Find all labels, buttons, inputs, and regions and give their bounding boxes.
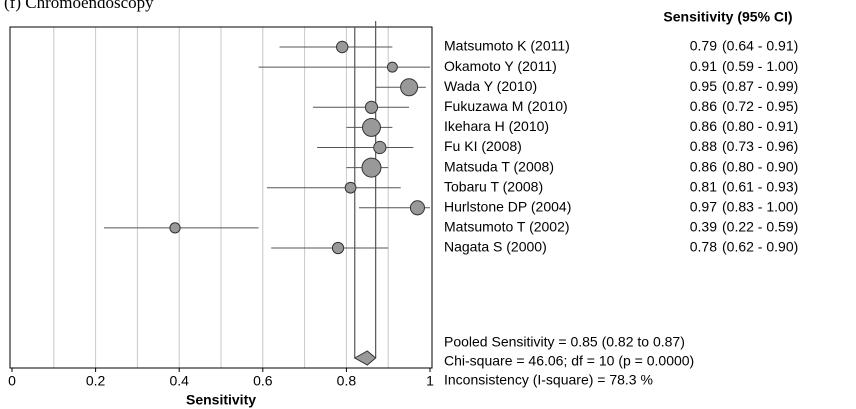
sensitivity-label: 0.79 xyxy=(690,38,717,54)
sensitivity-label: 0.97 xyxy=(690,199,717,215)
study-label: Fukuzawa M (2010) xyxy=(444,98,568,114)
ci-label: (0.83 - 1.00) xyxy=(722,199,798,215)
sensitivity-label: 0.39 xyxy=(690,219,717,235)
study-label: Matsumoto T (2002) xyxy=(444,219,570,235)
stat-text: Chi-square = 46.06; df = 10 (p = 0.0000) xyxy=(444,353,694,369)
x-tick-label: 1 xyxy=(426,373,434,389)
sensitivity-label: 0.88 xyxy=(690,138,717,154)
sensitivity-label: 0.78 xyxy=(690,239,717,255)
stat-text: Pooled Sensitivity = 0.85 (0.82 to 0.87) xyxy=(444,334,685,350)
sensitivity-label: 0.86 xyxy=(690,158,717,174)
x-tick-label: 0.4 xyxy=(169,373,189,389)
stat-text: Inconsistency (I-square) = 78.3 % xyxy=(444,372,653,388)
ci-label: (0.80 - 0.90) xyxy=(722,158,798,174)
ci-label: (0.61 - 0.93) xyxy=(722,178,798,194)
ci-label: (0.73 - 0.96) xyxy=(722,138,798,154)
study-label: Hurlstone DP (2004) xyxy=(444,199,571,215)
ci-label: (0.80 - 0.91) xyxy=(722,118,798,134)
column-header: Sensitivity (95% CI) xyxy=(663,9,792,25)
study-label: Ikehara H (2010) xyxy=(444,118,549,134)
x-tick-label: 0 xyxy=(8,373,16,389)
sensitivity-label: 0.86 xyxy=(690,118,717,134)
ci-label: (0.72 - 0.95) xyxy=(722,98,798,114)
point-estimate xyxy=(362,117,381,137)
plot-frame xyxy=(9,26,433,369)
ci-label: (0.59 - 1.00) xyxy=(722,58,798,74)
point-estimate xyxy=(364,100,379,114)
point-estimate xyxy=(335,40,349,54)
point-estimate xyxy=(409,200,425,216)
x-tick-label: 0.8 xyxy=(337,373,357,389)
point-estimate xyxy=(344,181,357,194)
point-estimate xyxy=(386,61,398,73)
study-label: Matsumoto K (2011) xyxy=(444,38,570,54)
study-label: Tobaru T (2008) xyxy=(444,178,543,194)
ci-label: (0.64 - 0.91) xyxy=(722,38,798,54)
point-estimate xyxy=(400,78,419,97)
point-estimate xyxy=(373,140,387,155)
ci-label: (0.62 - 0.90) xyxy=(722,239,798,255)
study-label: Nagata S (2000) xyxy=(444,239,547,255)
point-estimate xyxy=(331,241,345,255)
point-estimate xyxy=(169,222,181,234)
chart-title: (f) Chromoendoscopy xyxy=(4,0,154,12)
ci-label: (0.22 - 0.59) xyxy=(722,219,798,235)
study-label: Matsuda T (2008) xyxy=(444,158,554,174)
x-axis-label: Sensitivity xyxy=(186,392,256,408)
pooled-diamond xyxy=(353,350,377,366)
point-estimate xyxy=(361,157,382,178)
sensitivity-label: 0.91 xyxy=(690,58,717,74)
x-tick-label: 0.2 xyxy=(86,373,106,389)
sensitivity-label: 0.95 xyxy=(690,78,717,94)
study-label: Fu KI (2008) xyxy=(444,138,522,154)
study-label: Okamoto Y (2011) xyxy=(444,58,557,74)
study-label: Wada Y (2010) xyxy=(444,78,537,94)
sensitivity-label: 0.86 xyxy=(690,98,717,114)
sensitivity-label: 0.81 xyxy=(690,178,717,194)
x-tick-label: 0.6 xyxy=(253,373,273,389)
ci-label: (0.87 - 0.99) xyxy=(722,78,798,94)
